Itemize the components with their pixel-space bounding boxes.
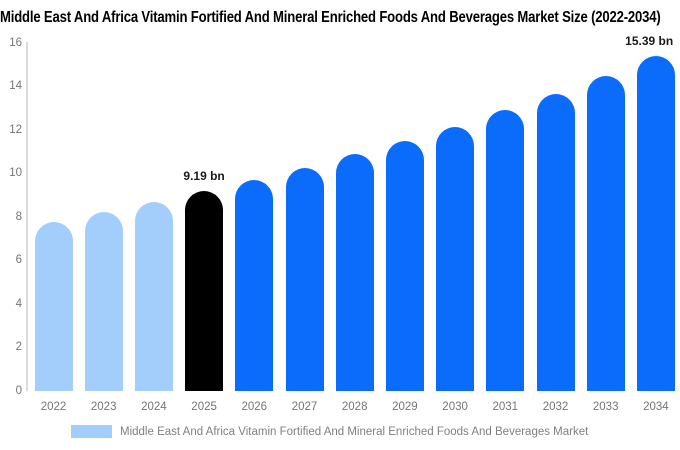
bar-2028 [335,153,374,391]
bar-2032 [536,94,575,391]
bar-2031 [486,110,525,391]
bar-2030 [436,126,475,391]
legend-swatch [71,425,112,438]
x-axis-tick-label: 2023 [90,401,117,413]
y-axis-tick-label: 16 [9,36,22,49]
y-axis-tick-label: 10 [9,167,22,179]
x-axis-tick-label: 2028 [341,401,368,413]
x-axis-tick-label: 2025 [191,401,217,413]
value-annotation: 9.19 bn [183,169,225,184]
y-axis-tick-label: 4 [15,297,22,310]
y-axis-line [26,42,28,391]
y-axis-tick-label: 8 [15,210,22,223]
y-axis-tick-label: 14 [9,80,22,92]
bar-2022 [34,222,73,391]
bar-2025 [185,191,224,391]
bar-2027 [285,168,324,391]
bar-2034 [636,56,675,391]
x-axis-tick-label: 2026 [241,401,268,413]
bar-2026 [235,180,274,391]
x-axis-tick-label: 2029 [392,401,418,413]
bar-2029 [385,140,424,391]
x-axis-tick-label: 2027 [291,401,318,413]
x-axis-tick-label: 2030 [442,401,468,413]
chart-title: Middle East And Africa Vitamin Fortified… [0,9,661,26]
y-axis-tick-label: 6 [15,254,22,266]
y-axis-tick-label: 0 [15,384,22,397]
legend: Middle East And Africa Vitamin Fortified… [71,425,588,438]
legend-label: Middle East And Africa Vitamin Fortified… [120,425,589,438]
x-axis-tick-label: 2022 [40,401,67,413]
bar-2024 [134,201,173,391]
x-axis-tick-label: 2032 [542,401,569,413]
value-annotation: 15.39 bn [625,34,674,49]
x-axis-tick-label: 2033 [592,401,619,413]
bar-2033 [586,75,625,391]
x-axis-tick-label: 2034 [643,401,669,413]
y-axis-tick-label: 12 [9,123,22,136]
x-axis-tick-label: 2024 [141,401,167,413]
y-axis-tick-label: 2 [15,341,22,353]
bar-2023 [84,211,123,391]
x-axis-tick-label: 2031 [492,401,519,413]
